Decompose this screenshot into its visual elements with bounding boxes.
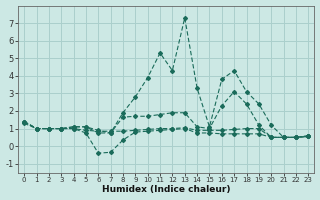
X-axis label: Humidex (Indice chaleur): Humidex (Indice chaleur)	[102, 185, 230, 194]
